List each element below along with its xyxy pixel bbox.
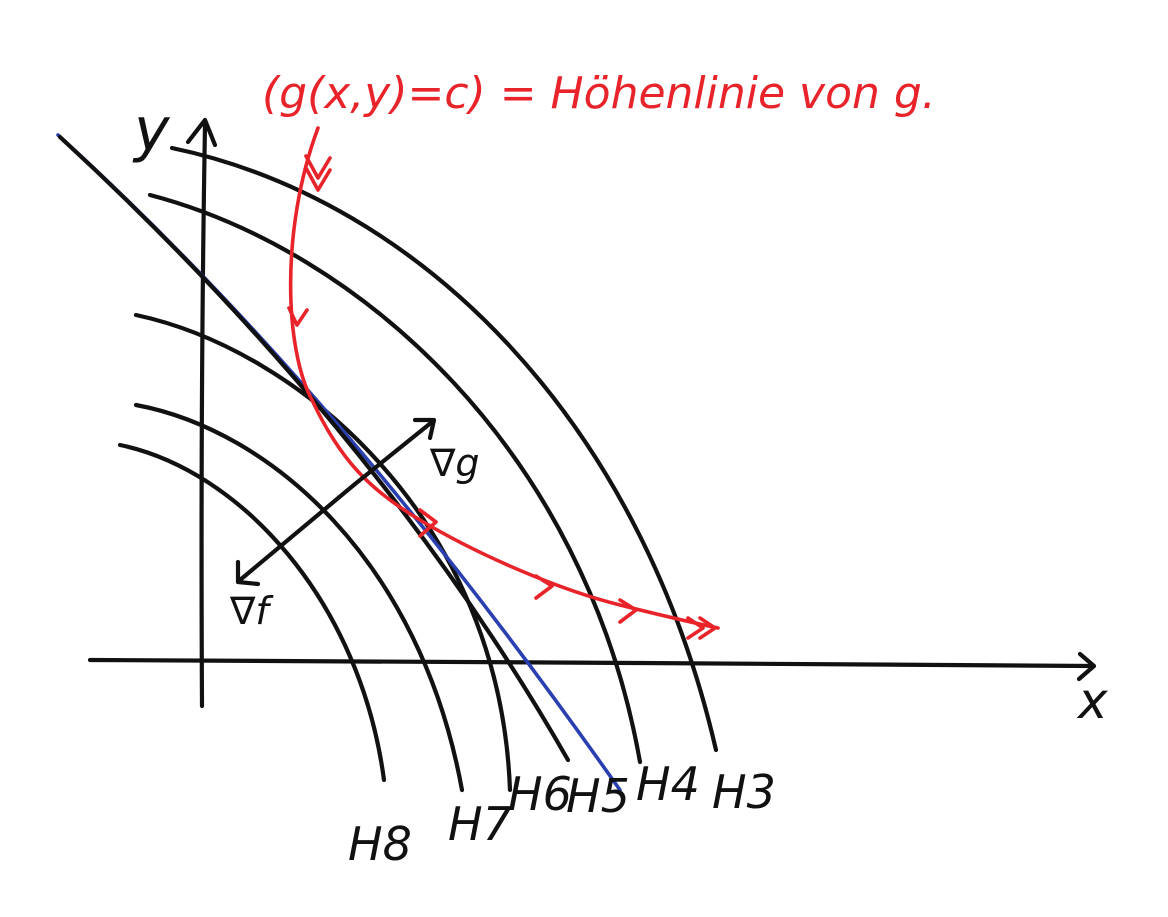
level-curve-h7 (136, 405, 462, 790)
gradient-g-arrow (355, 422, 432, 484)
x-axis (90, 660, 1092, 666)
gradient-g-label: ∇g (429, 441, 480, 485)
constraint-curve-arrow-3 (620, 600, 636, 622)
level-label-h3: H3 (712, 765, 776, 819)
level-label-h7: H7 (448, 797, 512, 851)
constraint-curve-path (291, 128, 718, 628)
level-curves (120, 148, 716, 790)
gradient-f-label: ∇f (229, 589, 274, 633)
level-label-h8: H8 (348, 817, 412, 871)
y-axis-arrowhead (188, 120, 215, 145)
constraint-curve-top-arrow (306, 156, 330, 190)
constraint-curve-arrow-2 (536, 576, 552, 598)
x-axis-label: x (1076, 672, 1108, 730)
level-curve-h5-tangent (58, 135, 620, 790)
level-curve-h6 (136, 315, 510, 790)
level-label-h5: H5 (566, 769, 630, 823)
constraint-label: (g(x,y)=c) = Höhenlinie von g. (262, 68, 936, 119)
y-axis-label: y (132, 95, 171, 165)
level-label-h4: H4 (636, 757, 700, 811)
level-label-h6: H6 (508, 767, 572, 821)
